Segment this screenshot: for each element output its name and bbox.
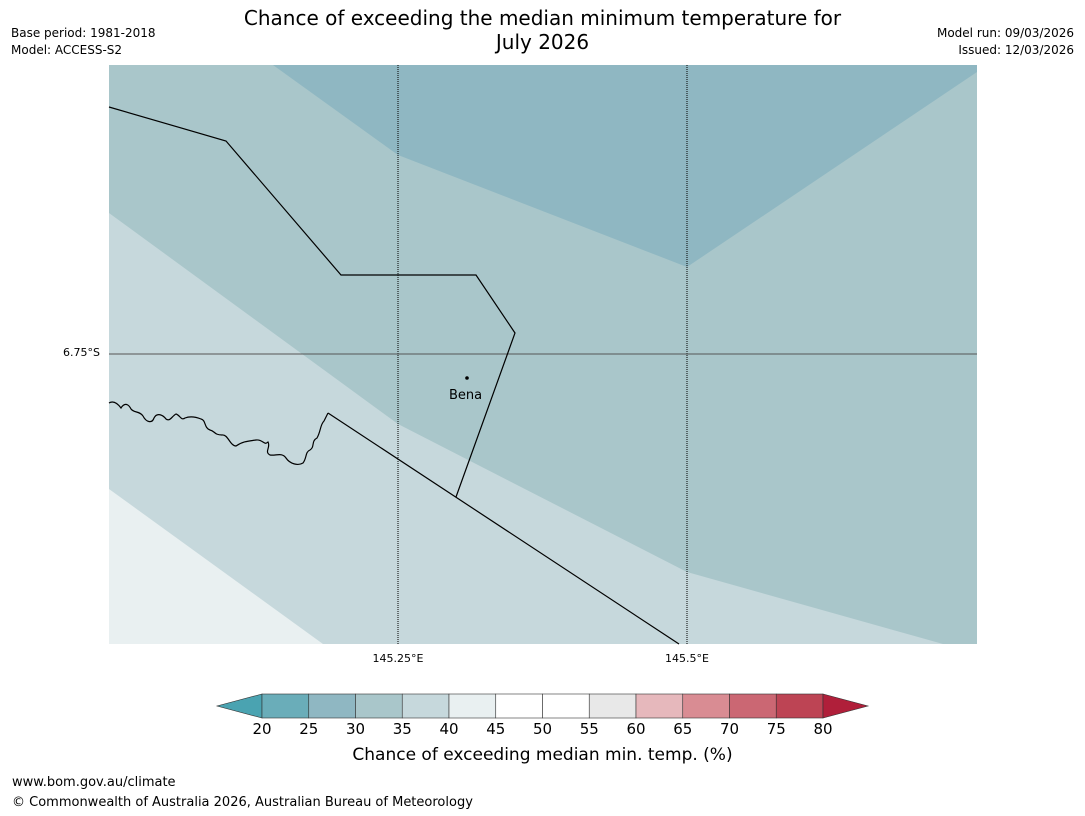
colorbar-tick-label: 65 [673,720,693,738]
model-name: Model: ACCESS-S2 [11,43,123,57]
colorbar-segment [542,693,590,719]
colorbar-segment [355,693,403,719]
footer-copyright: © Commonwealth of Australia 2026, Austra… [12,795,473,810]
title-line-1: Chance of exceeding the median minimum t… [243,6,842,30]
footer-url[interactable]: www.bom.gov.au/climate [12,775,176,790]
colorbar-segment [729,693,777,719]
colorbar-segment [448,693,497,719]
meta-right: Model run: 09/03/2026 Issued: 12/03/2026 [937,25,1074,59]
colorbar-over-arrow [822,693,870,719]
base-period: Base period: 1981-2018 [11,26,156,40]
colorbar-tick-label: 80 [813,720,833,738]
issued-date: Issued: 12/03/2026 [958,43,1074,57]
province-boundary [108,106,516,498]
colorbar-tick-label: 40 [439,720,459,738]
colorbar-segment [401,693,450,719]
colorbar-tick-label: 35 [392,720,412,738]
colorbar-tick-label: 60 [626,720,646,738]
title-line-2: July 2026 [495,30,590,54]
place-label: Bena [449,388,483,403]
colorbar-segment [308,693,356,719]
colorbar-segment [775,693,824,719]
colorbar-tick-label: 45 [486,720,506,738]
meta-left: Base period: 1981-2018 Model: ACCESS-S2 [11,25,156,59]
latitude-label: 6.75°S [63,346,100,359]
colorbar-segment [682,693,730,719]
longitude-label-145-25: 145.25°E [372,652,424,665]
place-marker [465,376,469,380]
region-35-40 [109,213,943,644]
colorbar-tick-label: 55 [579,720,599,738]
longitude-label-145-5: 145.5°E [665,652,709,665]
colorbar-tick-labels: 20 25 30 35 40 45 50 55 60 65 70 75 80 [0,720,1085,740]
colorbar [215,693,870,719]
colorbar-tick-label: 30 [345,720,366,738]
province-boundary-south [327,412,680,645]
colorbar-tick-label: 50 [532,720,553,738]
colorbar-tick-label: 75 [766,720,786,738]
region-40-45 [109,489,323,644]
model-run: Model run: 09/03/2026 [936,26,1074,40]
colorbar-segment [635,693,684,719]
colorbar-tick-label: 70 [719,720,740,738]
river-line [108,401,329,465]
colorbar-tick-label: 20 [252,720,272,738]
chart-title: Chance of exceeding the median minimum t… [0,6,1085,54]
colorbar-segment [588,693,637,719]
region-25-30 [273,65,977,267]
colorbar-segment [495,693,543,719]
colorbar-under-arrow [215,693,263,719]
colorbar-tick-label: 25 [299,720,319,738]
colorbar-segment [261,693,310,719]
colorbar-label: Chance of exceeding median min. temp. (%… [352,745,733,765]
